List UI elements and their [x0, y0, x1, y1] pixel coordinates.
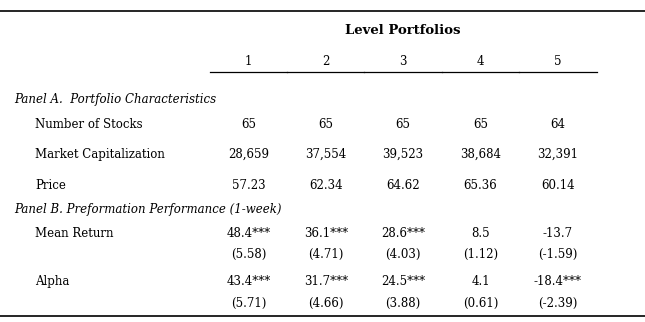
- Text: 5: 5: [554, 55, 562, 68]
- Text: (-2.39): (-2.39): [538, 297, 578, 310]
- Text: (0.61): (0.61): [463, 297, 498, 310]
- Text: Market Capitalization: Market Capitalization: [35, 148, 165, 161]
- Text: Panel B. Preformation Performance (1-week): Panel B. Preformation Performance (1-wee…: [14, 203, 282, 216]
- Text: 43.4***: 43.4***: [226, 275, 270, 288]
- Text: (5.58): (5.58): [231, 248, 266, 261]
- Text: 65: 65: [395, 118, 411, 130]
- Text: (3.88): (3.88): [386, 297, 421, 310]
- Text: 65: 65: [473, 118, 488, 130]
- Text: Number of Stocks: Number of Stocks: [35, 118, 143, 130]
- Text: 48.4***: 48.4***: [226, 227, 270, 240]
- Text: 60.14: 60.14: [541, 179, 575, 192]
- Text: 28.6***: 28.6***: [381, 227, 425, 240]
- Text: 31.7***: 31.7***: [304, 275, 348, 288]
- Text: 4: 4: [477, 55, 484, 68]
- Text: (1.12): (1.12): [463, 248, 498, 261]
- Text: (5.71): (5.71): [231, 297, 266, 310]
- Text: 36.1***: 36.1***: [304, 227, 348, 240]
- Text: 65.36: 65.36: [464, 179, 497, 192]
- Text: 8.5: 8.5: [471, 227, 490, 240]
- Text: 2: 2: [322, 55, 330, 68]
- Text: 57.23: 57.23: [232, 179, 265, 192]
- Text: 64.62: 64.62: [386, 179, 420, 192]
- Text: Mean Return: Mean Return: [35, 227, 114, 240]
- Text: (-1.59): (-1.59): [538, 248, 578, 261]
- Text: 65: 65: [318, 118, 333, 130]
- Text: (4.03): (4.03): [385, 248, 421, 261]
- Text: 38,684: 38,684: [460, 148, 501, 161]
- Text: Level Portfolios: Level Portfolios: [345, 24, 461, 37]
- Text: 24.5***: 24.5***: [381, 275, 425, 288]
- Text: Alpha: Alpha: [35, 275, 70, 288]
- Text: 28,659: 28,659: [228, 148, 269, 161]
- Text: -18.4***: -18.4***: [534, 275, 582, 288]
- Text: (4.66): (4.66): [308, 297, 344, 310]
- Text: (4.71): (4.71): [308, 248, 343, 261]
- Text: 62.34: 62.34: [309, 179, 342, 192]
- Text: Price: Price: [35, 179, 66, 192]
- Text: 1: 1: [244, 55, 252, 68]
- Text: 3: 3: [399, 55, 407, 68]
- Text: Panel A.  Portfolio Characteristics: Panel A. Portfolio Characteristics: [14, 93, 216, 106]
- Text: 37,554: 37,554: [305, 148, 346, 161]
- Text: 4.1: 4.1: [471, 275, 490, 288]
- Text: 32,391: 32,391: [537, 148, 579, 161]
- Text: 64: 64: [550, 118, 566, 130]
- Text: 65: 65: [241, 118, 256, 130]
- Text: 39,523: 39,523: [382, 148, 424, 161]
- Text: -13.7: -13.7: [543, 227, 573, 240]
